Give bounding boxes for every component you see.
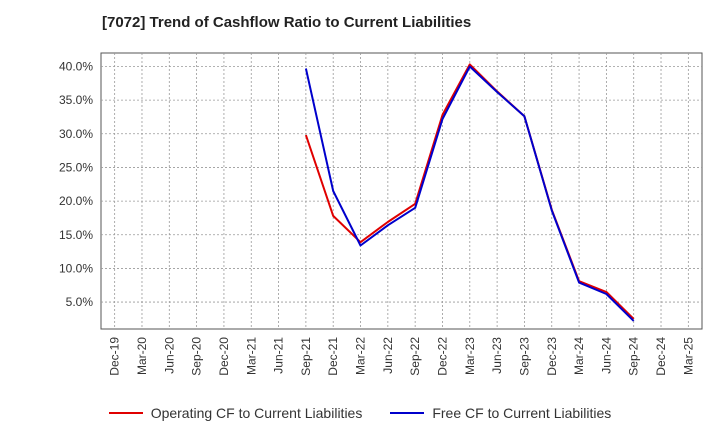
legend-item-operating-cf: Operating CF to Current Liabilities — [108, 405, 363, 421]
x-tick-label: Mar-22 — [354, 337, 368, 375]
x-tick-label: Jun-20 — [162, 337, 176, 374]
y-tick-label: 20.0% — [59, 194, 93, 208]
legend-label-free-cf: Free CF to Current Liabilities — [432, 405, 612, 421]
x-tick-label: Jun-24 — [599, 337, 613, 374]
plot-area — [100, 52, 703, 330]
y-tick-label: 5.0% — [66, 295, 94, 309]
y-tick-label: 25.0% — [59, 160, 93, 174]
x-tick-label: Mar-23 — [463, 337, 477, 375]
x-tick-label: Mar-20 — [135, 337, 149, 375]
y-tick-label: 40.0% — [59, 59, 93, 73]
x-tick-label: Dec-22 — [435, 337, 449, 376]
x-tick-label: Jun-22 — [381, 337, 395, 374]
x-tick-label: Dec-23 — [545, 337, 559, 376]
x-tick-label: Jun-23 — [490, 337, 504, 374]
x-axis-tick-labels: Dec-19 Mar-20 Jun-20 Sep-20 Dec-20 Mar-21 Jun-… — [108, 337, 696, 376]
grid-lines — [101, 53, 702, 329]
legend-item-free-cf: Free CF to Current Liabilities — [390, 405, 611, 421]
y-tick-label: 35.0% — [59, 93, 93, 107]
x-tick-label: Sep-24 — [627, 337, 641, 376]
x-tick-label: Sep-21 — [299, 337, 313, 376]
x-tick-label: Jun-21 — [272, 337, 286, 374]
x-tick-label: Sep-23 — [517, 337, 531, 376]
x-tick-label: Dec-19 — [108, 337, 122, 376]
x-tick-label: Sep-22 — [408, 337, 422, 376]
x-tick-label: Sep-20 — [190, 337, 204, 376]
x-tick-label: Mar-24 — [572, 337, 586, 375]
legend-swatch-operating-cf — [108, 412, 143, 414]
y-tick-label: 15.0% — [59, 228, 93, 242]
y-tick-label: 30.0% — [59, 127, 93, 141]
x-tick-label: Dec-20 — [217, 337, 231, 376]
legend-label-operating-cf: Operating CF to Current Liabilities — [150, 405, 363, 421]
chart-title: [7072] Trend of Cashflow Ratio to Curren… — [102, 14, 472, 31]
legend-swatch-free-cf — [390, 412, 425, 414]
y-tick-label: 10.0% — [59, 261, 93, 275]
series-lines — [304, 63, 635, 322]
x-tick-label: Dec-24 — [654, 337, 668, 376]
x-tick-label: Mar-25 — [681, 337, 695, 375]
y-axis-tick-labels: 5.0% 10.0% 15.0% 20.0% 25.0% 30.0% 35.0% 40.0% — [59, 59, 93, 309]
x-tick-label: Dec-21 — [326, 337, 340, 376]
legend: Operating CF to Current Liabilities Free… — [0, 405, 720, 421]
x-tick-label: Mar-21 — [244, 337, 258, 375]
series-line-free-cf — [304, 65, 635, 322]
